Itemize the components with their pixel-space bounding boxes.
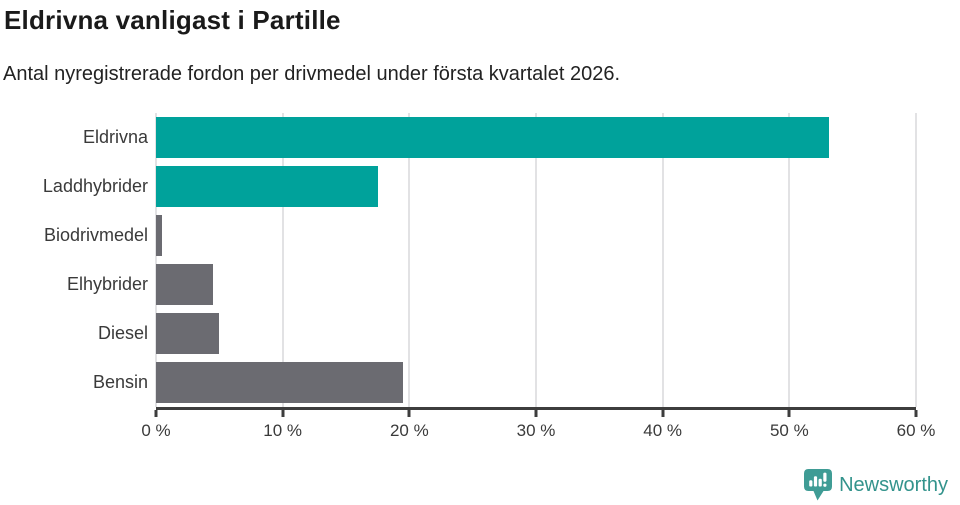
x-axis-tick	[407, 409, 411, 417]
gridline-60	[915, 112, 917, 407]
category-label: Bensin	[92, 371, 148, 392]
chart-title: Eldrivna vanligast i Partille	[4, 5, 341, 35]
bar-track	[156, 214, 916, 256]
x-axis: 0 % 10 % 20 % 30 % 40 % 50 % 60 %	[141, 406, 935, 453]
gridline-30	[535, 112, 537, 407]
bar-bensin	[156, 361, 403, 403]
chart-row: Diesel	[0, 309, 960, 358]
x-axis-tick	[534, 409, 538, 417]
x-axis-tick	[661, 409, 665, 417]
x-axis-tick-label: 20 %	[389, 420, 429, 440]
gridline-0	[155, 112, 157, 407]
bar-biodrivmedel	[156, 214, 163, 256]
gridlines	[155, 112, 917, 407]
category-label: Elhybrider	[66, 273, 148, 294]
chart-row: Bensin	[0, 358, 960, 407]
brand-name: Newsworthy	[839, 473, 948, 496]
bar-laddhybrider	[156, 165, 378, 207]
x-axis-tick-label: 0 %	[141, 420, 171, 440]
x-axis-tick	[154, 409, 158, 417]
x-axis-tick-label: 60 %	[896, 420, 936, 440]
chart-row: Elhybrider	[0, 260, 960, 309]
category-label: Diesel	[97, 322, 148, 343]
category-label: Eldrivna	[82, 126, 148, 147]
category-label: Laddhybrider	[42, 175, 148, 196]
bar-elhybrider	[156, 263, 213, 305]
bar-track	[156, 312, 916, 354]
bar-track	[156, 361, 916, 403]
chart-row: Laddhybrider	[0, 162, 960, 211]
gridline-40	[661, 112, 664, 407]
bar-diesel	[156, 312, 220, 354]
chart-rows: Eldrivna Laddhybrider Biodrivmedel Elhybrid…	[0, 113, 960, 407]
chart-subtitle: Antal nyregistrerade fordon per drivmede…	[3, 62, 621, 85]
gridline-10	[281, 112, 284, 407]
x-axis-tick-label: 40 %	[643, 420, 683, 440]
bar-track	[156, 263, 916, 305]
footer-branding: Newsworthy	[804, 469, 948, 501]
gridline-50	[788, 112, 791, 407]
bar-track	[156, 116, 916, 158]
chart-row: Biodrivmedel	[0, 211, 960, 260]
x-axis-tick	[914, 409, 918, 417]
gridline-20	[408, 112, 411, 407]
bar-track	[156, 165, 916, 207]
bar-eldrivna	[156, 116, 829, 158]
x-axis-tick	[787, 409, 791, 417]
x-axis-tick-label: 10 %	[263, 420, 303, 440]
newsworthy-logo-icon	[804, 469, 833, 501]
chart-row: Eldrivna	[0, 113, 960, 162]
bar-chart: Eldrivna Laddhybrider Biodrivmedel Elhybrid…	[0, 112, 960, 453]
x-axis-tick-label: 50 %	[769, 420, 809, 440]
category-label: Biodrivmedel	[43, 224, 148, 245]
x-axis-tick-label: 30 %	[516, 420, 556, 440]
x-axis-tick	[281, 409, 285, 417]
